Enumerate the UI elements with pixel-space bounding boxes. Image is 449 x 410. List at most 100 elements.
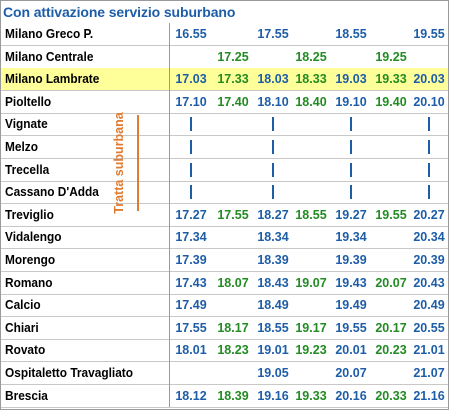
departure-time: 18.01 [175,343,207,357]
station-name: Melzo [5,140,38,154]
departure-time: 18.55 [335,27,367,41]
departure-time: 20.17 [375,321,407,335]
pass-through-marker [272,117,274,131]
timetable-row: Treviglio 17.27 17.55 18.27 18.55 19.27 19.55 2… [1,204,448,226]
pass-through-marker [272,185,274,199]
departure-time: 21.01 [413,343,445,357]
departure-time: 18.40 [295,95,327,109]
departure-time: 18.07 [217,276,249,290]
departure-time: 20.43 [413,276,445,290]
timetable-row: Vidalengo 17.34 18.34 19.34 20.34 [1,226,448,248]
pass-through-marker [272,163,274,177]
departure-time: 19.05 [257,366,289,380]
departure-time: 19.27 [335,208,367,222]
row-divider [1,226,448,227]
pass-through-marker [190,140,192,154]
departure-time: 18.43 [257,276,289,290]
pass-through-marker [350,163,352,177]
departure-time: 20.33 [375,389,407,403]
departure-time: 20.39 [413,253,445,267]
station-name: Vignate [5,117,48,131]
pass-through-marker [190,117,192,131]
pass-through-marker [428,117,430,131]
row-divider [1,407,448,408]
pass-through-marker [190,163,192,177]
departure-time: 16.55 [175,27,207,41]
timetable-row: Chiari 17.55 18.17 18.55 19.17 19.55 20.17 20.5… [1,317,448,339]
departure-time: 19.03 [335,72,367,86]
departure-time: 17.34 [175,230,207,244]
station-name: Rovato [5,343,46,357]
departure-time: 20.07 [375,276,407,290]
row-divider [1,384,448,385]
departure-time: 17.55 [257,27,289,41]
timetable-row: Morengo 17.39 18.39 19.39 20.39 [1,249,448,271]
departure-time: 21.16 [413,389,445,403]
departure-time: 20.16 [335,389,367,403]
row-divider [1,203,448,204]
departure-time: 17.25 [217,50,249,64]
pass-through-marker [190,185,192,199]
station-name: Ospitaletto Travagliato [5,366,134,380]
row-divider [1,294,448,295]
timetable-row: Melzo [1,136,448,158]
departure-time: 18.55 [295,208,327,222]
departure-time: 18.34 [257,230,289,244]
timetable-row: Ospitaletto Travagliato 19.05 20.07 21.07 [1,362,448,384]
departure-time: 18.39 [257,253,289,267]
departure-time: 21.07 [413,366,445,380]
departure-time: 17.33 [217,72,249,86]
departure-time: 18.39 [217,389,249,403]
departure-time: 20.49 [413,298,445,312]
timetable-row: Vignate [1,113,448,135]
row-divider [1,135,448,136]
station-name: Brescia [5,389,48,403]
departure-time: 18.12 [175,389,207,403]
departure-time: 18.33 [295,72,327,86]
departure-time: 17.10 [175,95,207,109]
timetable-row: Romano 17.43 18.07 18.43 19.07 19.43 20.07 20.4… [1,272,448,294]
station-name: Chiari [5,321,39,335]
departure-time: 19.39 [335,253,367,267]
departure-time: 18.25 [295,50,327,64]
departure-time: 18.27 [257,208,289,222]
departure-time: 19.01 [257,343,289,357]
departure-time: 19.40 [375,95,407,109]
departure-time: 20.34 [413,230,445,244]
departure-time: 19.55 [375,208,407,222]
row-divider [1,248,448,249]
pass-through-marker [428,140,430,154]
departure-time: 17.55 [175,321,207,335]
station-name: Romano [5,276,53,290]
row-divider [1,316,448,317]
departure-time: 19.43 [335,276,367,290]
pass-through-marker [350,185,352,199]
departure-time: 19.17 [295,321,327,335]
pass-through-marker [272,140,274,154]
timetable-row: Rovato 18.01 18.23 19.01 19.23 20.01 20.23 21.0… [1,339,448,361]
departure-time: 20.27 [413,208,445,222]
column-divider [169,23,170,407]
departure-time: 19.16 [257,389,289,403]
suburban-section-line [137,115,139,211]
departure-time: 19.49 [335,298,367,312]
station-name: Trecella [5,163,50,177]
departure-time: 19.25 [375,50,407,64]
station-name: Morengo [5,253,56,267]
departure-time: 18.10 [257,95,289,109]
row-divider [1,45,448,46]
station-name: Milano Greco P. [5,27,94,41]
row-divider [1,339,448,340]
station-name: Calcio [5,298,41,312]
departure-time: 18.03 [257,72,289,86]
station-name: Treviglio [5,208,54,222]
departure-time: 19.33 [295,389,327,403]
row-divider [1,181,448,182]
row-divider [1,113,448,114]
row-divider [1,271,448,272]
departure-time: 20.01 [335,343,367,357]
pass-through-marker [350,140,352,154]
departure-time: 20.03 [413,72,445,86]
departure-time: 18.55 [257,321,289,335]
timetable-row: Milano Lambrate 17.03 17.33 18.03 18.33 19.03… [1,68,448,90]
